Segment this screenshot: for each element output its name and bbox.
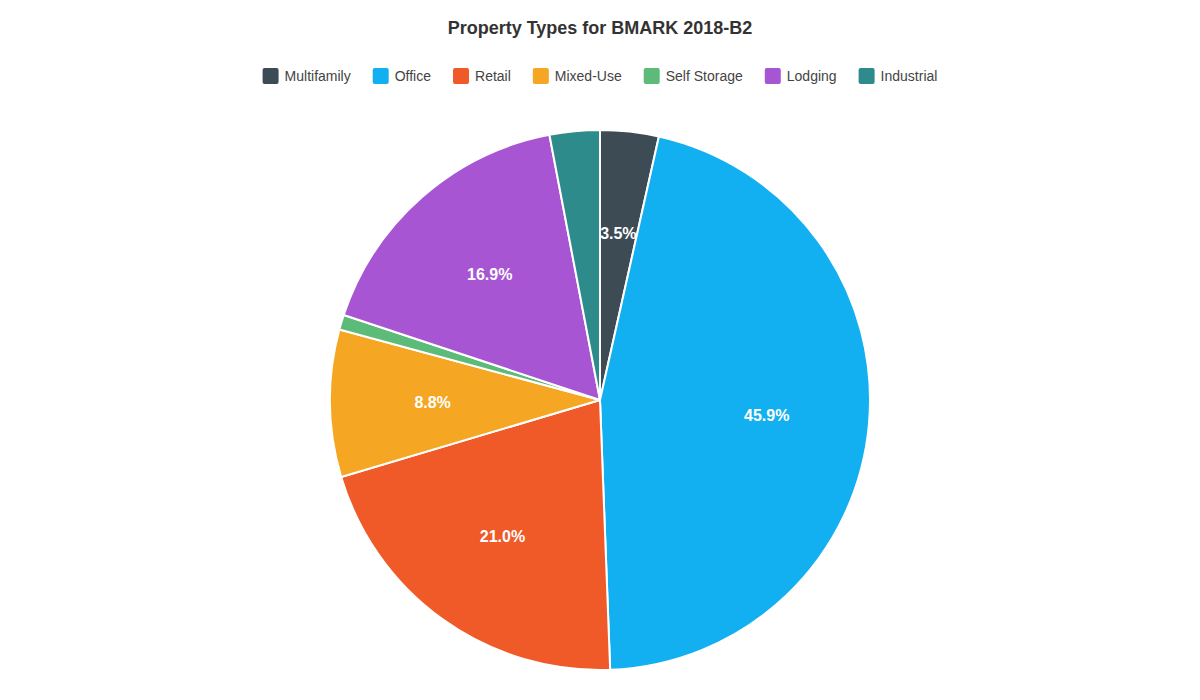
legend-label: Office xyxy=(395,68,432,84)
legend-label: Lodging xyxy=(787,68,837,84)
data-label: 45.9% xyxy=(744,407,789,424)
legend-item: Lodging xyxy=(765,68,837,84)
data-label: 16.9% xyxy=(467,266,512,283)
legend-swatch xyxy=(453,68,469,84)
legend-item: Industrial xyxy=(859,68,938,84)
data-label: 21.0% xyxy=(480,528,525,545)
chart-title: Property Types for BMARK 2018-B2 xyxy=(448,18,753,38)
legend-item: Multifamily xyxy=(263,68,351,84)
legend: Multifamily Office Retail Mixed-Use Self Sto… xyxy=(263,68,938,84)
legend-item: Office xyxy=(373,68,432,84)
pie xyxy=(330,130,870,670)
data-label: 8.8% xyxy=(414,394,450,411)
legend-item: Retail xyxy=(453,68,511,84)
data-label: 3.5% xyxy=(600,225,636,242)
legend-label: Mixed-Use xyxy=(555,68,622,84)
background xyxy=(0,0,1200,700)
legend-label: Self Storage xyxy=(666,68,743,84)
legend-label: Retail xyxy=(475,68,511,84)
legend-label: Multifamily xyxy=(285,68,351,84)
legend-swatch xyxy=(859,68,875,84)
legend-item: Mixed-Use xyxy=(533,68,622,84)
legend-swatch xyxy=(263,68,279,84)
legend-swatch xyxy=(533,68,549,84)
chart-container: Property Types for BMARK 2018-B2 Multifam… xyxy=(0,0,1200,700)
legend-swatch xyxy=(373,68,389,84)
pie-slice xyxy=(549,130,600,400)
legend-label: Industrial xyxy=(881,68,938,84)
legend-swatch xyxy=(765,68,781,84)
chart-svg: Property Types for BMARK 2018-B2 Multifam… xyxy=(0,0,1200,700)
legend-swatch xyxy=(644,68,660,84)
data-labels: 3.5% 45.9% 21.0% 8.8% 16.9% xyxy=(414,225,789,544)
legend-item: Self Storage xyxy=(644,68,743,84)
pie-slice xyxy=(600,137,870,670)
